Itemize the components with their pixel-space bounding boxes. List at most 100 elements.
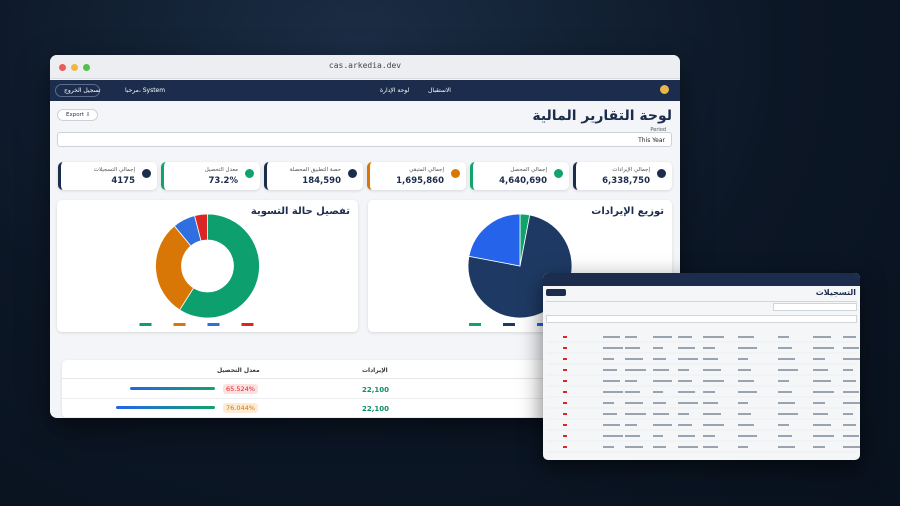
cell-text — [563, 446, 567, 448]
cell-text — [813, 380, 831, 382]
cell-text — [738, 413, 751, 415]
add-button[interactable] — [546, 289, 566, 296]
cell-text — [738, 446, 748, 448]
cell-text — [653, 358, 666, 360]
kpi-card: إجمالي المتبقي 1,695,860 — [367, 162, 466, 190]
cell-text — [738, 336, 754, 338]
cell-text — [563, 424, 567, 426]
cell-text — [625, 358, 643, 360]
kpi-icon — [451, 169, 460, 178]
cell-text — [603, 391, 623, 393]
cell-text — [603, 358, 614, 360]
cell-text — [843, 336, 856, 338]
rate-bar — [116, 406, 215, 409]
logout-button[interactable] — [55, 84, 100, 97]
cell-text — [678, 435, 695, 437]
export-button[interactable]: Export ⇩ — [57, 109, 98, 121]
cell-text — [813, 435, 834, 437]
min-dot[interactable] — [71, 64, 78, 71]
kpi-value: 184,590 — [302, 176, 341, 186]
slice — [179, 213, 260, 319]
cell-text — [603, 424, 620, 426]
rate-bar — [129, 387, 215, 390]
settlement-card: تفصيل حالة التسوية — [57, 200, 358, 332]
max-dot[interactable] — [83, 64, 90, 71]
cell-text — [625, 435, 640, 437]
legend-swatch — [503, 323, 515, 326]
cell-text — [843, 424, 856, 426]
cell-text — [843, 446, 860, 448]
cell-text — [778, 424, 789, 426]
nav-bar: تسجيل الخروج مرحبا، System لوحة الإدارة … — [50, 80, 680, 101]
cell-text — [703, 336, 724, 338]
cell-text — [603, 347, 623, 349]
cell-text — [843, 413, 853, 415]
kpi-value: 6,338,750 — [602, 176, 650, 186]
cell-text — [813, 424, 831, 426]
th: معدل التحصيل — [217, 367, 260, 374]
kpi-icon — [348, 169, 357, 178]
close-dot[interactable] — [59, 64, 66, 71]
period-select[interactable]: This Year — [57, 132, 672, 147]
cell-text — [603, 413, 617, 415]
cell-text — [703, 369, 721, 371]
kpi-icon — [657, 169, 666, 178]
kpi-label: معدل التحصيل — [204, 167, 238, 173]
cell-text — [625, 391, 640, 393]
cell-text — [843, 347, 859, 349]
chart-title: تفصيل حالة التسوية — [250, 206, 350, 217]
page-title: لوحة التقارير المالية — [532, 108, 672, 124]
cell-text — [778, 391, 792, 393]
cell-text — [738, 402, 748, 404]
page-title: التسجيلات — [815, 288, 856, 297]
cell-text — [778, 336, 789, 338]
cell-text — [738, 380, 754, 382]
cell-text — [625, 413, 646, 415]
kpi-card: إجمالي الإيرادات 6,338,750 — [573, 162, 672, 190]
cell-text — [738, 369, 751, 371]
cell-text — [625, 424, 637, 426]
cell-text — [625, 336, 637, 338]
cell-text — [778, 358, 795, 360]
rate: 65.524% — [223, 384, 258, 394]
cell-text — [678, 336, 692, 338]
slice — [155, 225, 195, 311]
cell-text — [703, 446, 718, 448]
cell-text — [653, 424, 672, 426]
cell-text — [653, 413, 669, 415]
cell-text — [653, 347, 663, 349]
slice — [468, 213, 521, 267]
admin-link[interactable]: لوحة الإدارة — [380, 87, 410, 94]
cell-text — [678, 402, 698, 404]
cell-text — [678, 380, 692, 382]
logout[interactable]: تسجيل الخروج — [64, 87, 101, 94]
cell-text — [703, 358, 718, 360]
cell-text — [625, 347, 640, 349]
reception-link[interactable]: الاستقبال — [428, 87, 451, 94]
kpi-value: 4,640,690 — [499, 176, 547, 186]
registrations-table — [546, 336, 860, 453]
kpi-card: معدل التحصيل 73.2% — [161, 162, 260, 190]
cell-text — [813, 358, 825, 360]
slice — [194, 213, 208, 242]
cell-text — [653, 446, 666, 448]
cell-text — [843, 402, 860, 404]
kpi-icon — [245, 169, 254, 178]
legend-swatch — [207, 323, 220, 326]
cell-text — [703, 402, 718, 404]
cell-text — [678, 347, 695, 349]
cell-text — [738, 358, 748, 360]
rate: 76.044% — [223, 403, 258, 413]
cell-text — [603, 446, 614, 448]
cell-text — [813, 391, 834, 393]
greeting: مرحبا، System — [125, 87, 166, 94]
cell-text — [563, 369, 567, 371]
filter-select[interactable] — [546, 315, 857, 323]
logo — [660, 85, 669, 94]
cell-text — [778, 413, 798, 415]
cell-text — [778, 446, 795, 448]
search-box[interactable] — [773, 303, 857, 311]
cell-text — [625, 446, 643, 448]
cell-text — [678, 391, 695, 393]
